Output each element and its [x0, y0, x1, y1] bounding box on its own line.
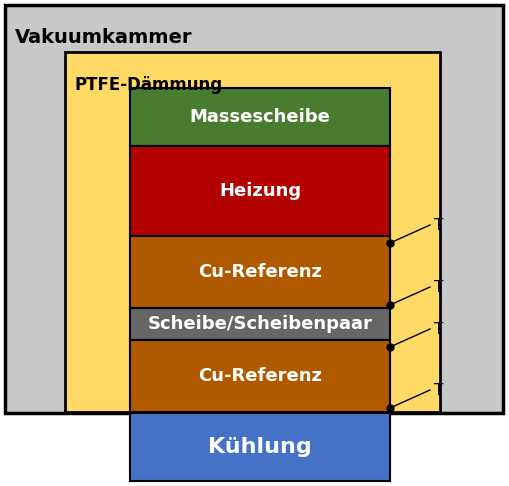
Text: Scheibe/Scheibenpaar: Scheibe/Scheibenpaar — [147, 315, 372, 333]
Bar — [130, 88, 389, 146]
Text: Massescheibe: Massescheibe — [189, 108, 330, 126]
Bar — [130, 146, 389, 236]
Bar — [130, 340, 389, 412]
Bar — [65, 52, 439, 412]
Text: Cu-Referenz: Cu-Referenz — [197, 263, 321, 281]
Text: Vakuumkammer: Vakuumkammer — [15, 28, 192, 47]
Bar — [130, 308, 389, 340]
Text: Kühlung: Kühlung — [208, 437, 312, 457]
Text: T: T — [433, 279, 442, 295]
Bar — [130, 236, 389, 308]
Text: PTFE-Dämmung: PTFE-Dämmung — [75, 76, 223, 94]
Text: T: T — [433, 218, 442, 232]
Text: Heizung: Heizung — [218, 182, 300, 200]
Text: T: T — [433, 322, 442, 336]
Text: T: T — [433, 382, 442, 398]
Text: Cu-Referenz: Cu-Referenz — [197, 367, 321, 385]
Bar — [5, 5, 502, 413]
Bar — [130, 413, 389, 481]
